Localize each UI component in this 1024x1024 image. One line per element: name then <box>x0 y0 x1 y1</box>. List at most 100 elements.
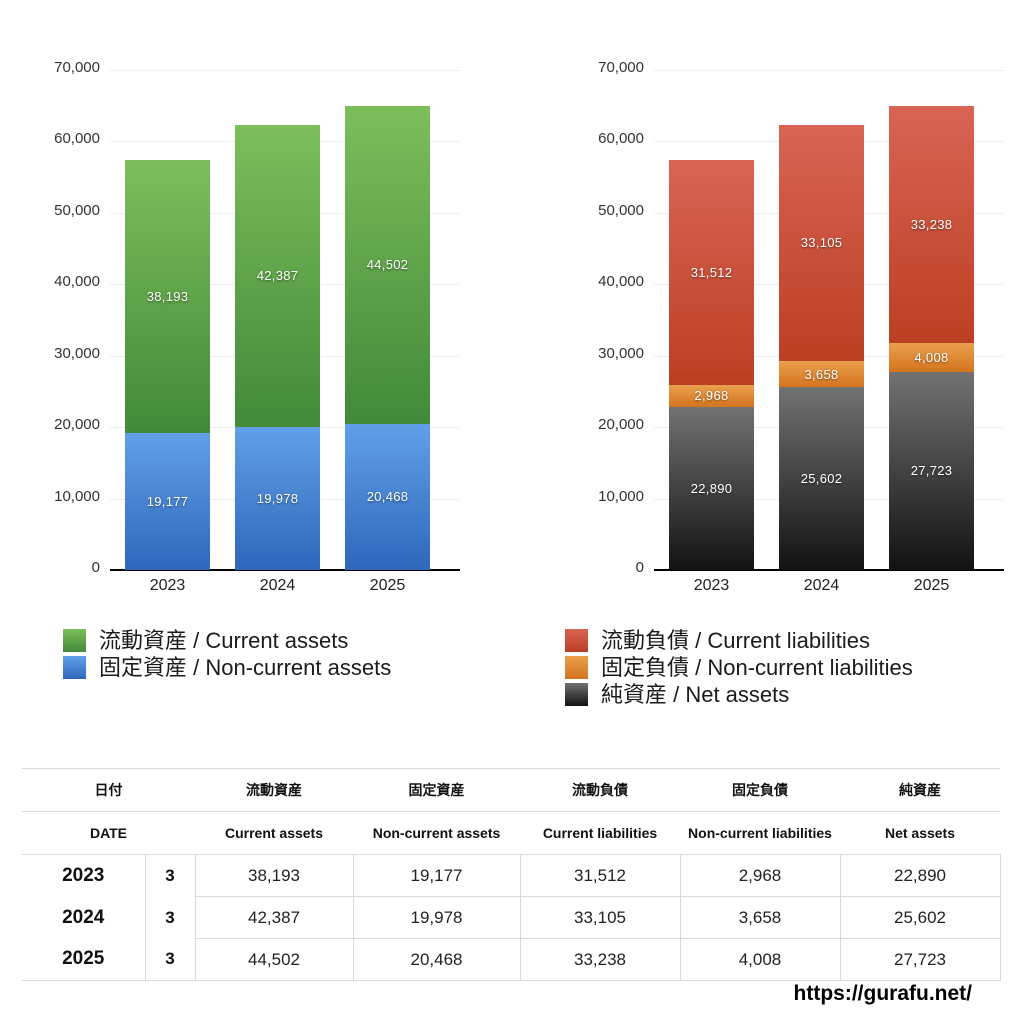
bar-segment: 33,238 <box>889 105 974 344</box>
table-header-en-non-current-assets: Non-current assets <box>353 811 520 855</box>
bar-segment: 31,512 <box>669 160 754 386</box>
table-cell-value: 22,890 <box>839 854 1001 897</box>
table-header-en-date: DATE <box>22 811 195 855</box>
legend-color-swatch <box>63 656 86 679</box>
legend-item: 純資産 / Net assets <box>565 682 913 707</box>
y-tick-label: 60,000 <box>54 130 100 148</box>
bar-value-label: 2,968 <box>694 388 729 404</box>
x-axis-line <box>654 569 1004 571</box>
assets-chart: 19,177 38,193 2023 19,978 42,387 2024 20,468 44… <box>20 0 460 615</box>
legend-color-swatch <box>565 656 588 679</box>
table-header-row-jp: 日付 流動資産 固定資産 流動負債 固定負債 純資産 <box>22 768 1000 812</box>
legend-item-label: 流動負債 / Current liabilities <box>601 628 870 653</box>
legend-item-label: 流動資産 / Current assets <box>99 628 349 653</box>
bar-segment: 2,968 <box>669 385 754 407</box>
y-tick-label: 40,000 <box>598 273 644 291</box>
x-tick-label: 2025 <box>369 577 406 594</box>
x-axis-line <box>110 569 460 571</box>
y-tick-label: 0 <box>91 559 100 576</box>
y-tick-label: 10,000 <box>598 487 644 505</box>
bar-value-label: 20,468 <box>366 489 409 505</box>
bar-segment: 19,978 <box>235 427 320 570</box>
x-tick-label: 2023 <box>693 577 730 594</box>
bar-segment: 22,890 <box>669 406 754 570</box>
y-tick-label: 30,000 <box>598 344 644 362</box>
legend-item-label: 純資産 / Net assets <box>601 682 790 707</box>
legend-color-swatch <box>63 629 86 652</box>
table-cell-value: 4,008 <box>679 938 840 981</box>
table-header-jp-non-current-assets: 固定資産 <box>353 768 520 812</box>
table-cell-year: 2023 <box>62 864 105 886</box>
table-row: 2025 3 44,502 20,468 33,238 4,008 27,723 <box>22 938 1001 981</box>
table-cell-year: 2025 <box>22 938 145 981</box>
bar-value-label: 31,512 <box>690 265 733 281</box>
bar-value-label: 4,008 <box>914 350 949 366</box>
bar-value-label: 44,502 <box>366 257 409 273</box>
table-header-en-current-liabilities: Current liabilities <box>520 811 680 855</box>
bar-segment: 25,602 <box>779 387 864 570</box>
bar-value-label: 3,658 <box>804 366 839 382</box>
y-tick-label: 70,000 <box>54 59 100 76</box>
liabilities-legend: 流動負債 / Current liabilities 固定負債 / Non-cur… <box>565 628 913 709</box>
table-cell-value: 25,602 <box>839 896 1001 939</box>
table-cell-value: 20,468 <box>352 938 520 981</box>
table-cell-value: 19,978 <box>352 896 520 939</box>
table-cell-value: 42,387 <box>194 896 353 939</box>
table-cell-month: 3 <box>144 896 195 939</box>
bar-segment: 44,502 <box>345 105 430 424</box>
bar-segment: 42,387 <box>235 124 320 428</box>
y-tick-label: 30,000 <box>54 344 100 362</box>
liabilities-chart: 22,890 2,968 31,512 2023 25,602 3,658 33,105 20… <box>564 0 1004 615</box>
y-tick-label: 70,000 <box>598 59 644 76</box>
bar-value-label: 33,105 <box>800 235 843 251</box>
table-cell-month: 3 <box>144 938 195 981</box>
legend-item-label: 固定資産 / Non-current assets <box>99 655 392 680</box>
table-cell-value: 38,193 <box>194 854 353 897</box>
x-tick-label: 2025 <box>913 577 950 594</box>
gridline <box>110 70 460 71</box>
table-cell-value: 27,723 <box>839 938 1001 981</box>
table-header-en-net-assets: Net assets <box>840 811 1000 855</box>
y-tick-label: 40,000 <box>54 273 100 291</box>
bar-segment: 33,105 <box>779 124 864 361</box>
table-header-en-non-current-liabilities: Non-current liabilities <box>680 811 840 855</box>
table-cell-value: 19,177 <box>352 854 520 897</box>
table-cell-month: 3 <box>144 854 195 897</box>
y-tick-label: 60,000 <box>598 130 644 148</box>
legend-item: 流動負債 / Current liabilities <box>565 628 913 653</box>
gridline <box>654 70 1004 71</box>
bar-value-label: 22,890 <box>690 480 733 496</box>
table-header-jp-date: 日付 <box>22 768 195 812</box>
legend-item: 固定資産 / Non-current assets <box>63 655 391 680</box>
bar-value-label: 25,602 <box>800 471 843 487</box>
legend-color-swatch <box>565 629 588 652</box>
table-header-jp-current-liabilities: 流動負債 <box>520 768 680 812</box>
y-tick-label: 50,000 <box>598 201 644 219</box>
bar-segment: 4,008 <box>889 343 974 372</box>
legend-item: 固定負債 / Non-current liabilities <box>565 655 913 680</box>
table-cell-value: 31,512 <box>519 854 680 897</box>
bar-value-label: 27,723 <box>910 463 953 479</box>
y-tick-label: 20,000 <box>598 416 644 434</box>
bar-value-label: 33,238 <box>910 217 953 233</box>
bar-segment: 19,177 <box>125 433 210 570</box>
assets-plot-area: 19,177 38,193 2023 19,978 42,387 2024 20,468 44… <box>110 70 460 594</box>
bar-segment: 38,193 <box>125 160 210 434</box>
bar-value-label: 38,193 <box>146 289 189 305</box>
table-cell-value: 33,238 <box>519 938 680 981</box>
table-cell-year: 2024 <box>62 906 105 928</box>
balance-sheet-table: 日付 流動資産 固定資産 流動負債 固定負債 純資産 DATE Current … <box>22 768 1001 981</box>
y-tick-label: 20,000 <box>54 416 100 434</box>
bar-segment: 27,723 <box>889 371 974 570</box>
table-row: 2023 3 38,193 19,177 31,512 2,968 22,890 <box>22 854 1001 897</box>
legend-item: 流動資産 / Current assets <box>63 628 391 653</box>
site-url-text: https://gurafu.net/ <box>793 982 972 1005</box>
bar-value-label: 19,978 <box>256 491 299 507</box>
x-tick-label: 2023 <box>149 577 186 594</box>
y-tick-label: 0 <box>635 559 644 576</box>
bar-segment: 20,468 <box>345 423 430 570</box>
table-header-jp-current-assets: 流動資産 <box>195 768 353 812</box>
table-header-jp-non-current-liabilities: 固定負債 <box>680 768 840 812</box>
bar-segment: 3,658 <box>779 361 864 388</box>
table-row: 2024 3 42,387 19,978 33,105 3,658 25,602 <box>22 896 1001 939</box>
